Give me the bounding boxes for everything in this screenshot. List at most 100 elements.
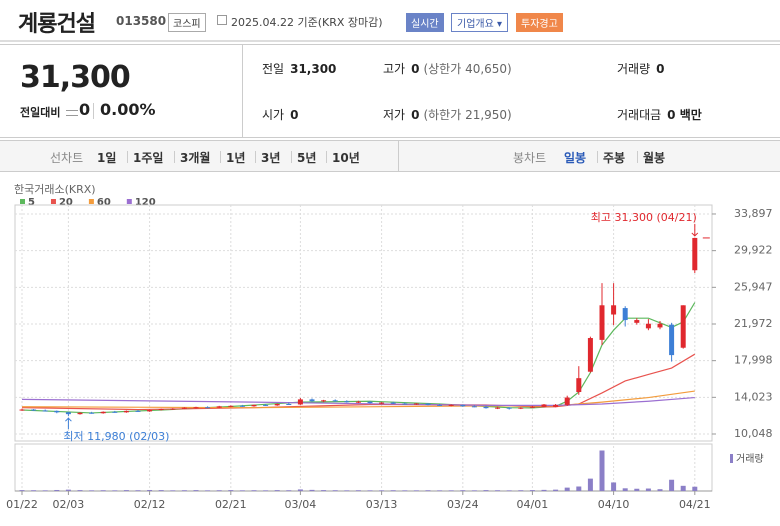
legend-swatch [50,199,56,204]
volume-bar [692,486,698,491]
volume-bar [344,490,350,491]
info-value: 0 [411,62,420,76]
tab-separator [255,151,256,163]
candle-body [239,405,245,407]
candle-body [263,404,269,406]
separator [398,140,399,172]
volume-bar [158,490,164,491]
candle-body [379,402,385,404]
candle-tab[interactable]: 주봉 [603,151,626,165]
realtime-button[interactable]: 실시간 [406,13,444,32]
tab-separator [326,151,327,163]
candle-body [135,410,141,412]
tab-title: 봉차트 [513,151,547,165]
change-rate: 0.00% [100,100,156,119]
candle-body [483,406,489,409]
candle-body [31,409,37,411]
candle-body [158,409,164,411]
legend-swatch [88,199,94,204]
candle-body [286,404,292,406]
candle-body [645,323,651,329]
candle-body [77,412,83,415]
y-tick-label: 29,922 [734,244,773,257]
period-tab[interactable]: 3개월 [180,151,211,165]
candle-body [437,404,443,406]
candle-body [529,406,535,408]
info-sub: (상한가 40,650) [423,62,512,76]
plot-frame [14,204,713,442]
flat-icon [66,110,78,116]
candle-body [460,404,466,407]
volume-bar [100,490,106,491]
tab-bar [0,140,780,172]
volume-bar [413,490,419,491]
volume-bar [680,485,686,491]
volume-bar [518,490,524,491]
period-tab[interactable]: 10년 [332,151,360,165]
volume-bar [228,490,234,491]
info-value: 0 [656,62,665,76]
candle-body [448,404,454,406]
x-tick-label: 03/13 [366,498,398,511]
market-badge: 코스피 [168,13,206,32]
y-tick-label: 25,947 [734,280,773,293]
volume-bar [123,490,129,491]
period-tab[interactable]: 1주일 [133,151,164,165]
legend-label: 60 [97,197,111,208]
x-tick-label: 02/12 [134,498,166,511]
volume-bar [263,490,269,491]
volume-bar [587,478,593,491]
candle-body [228,405,234,407]
candle-body [123,410,129,413]
volume-bar [634,488,640,491]
candle-body [193,407,199,409]
candle-body [471,406,477,408]
volume-bar [657,489,663,491]
company-name: 계룡건설 [18,12,96,37]
volume-bar [448,490,454,491]
volume-bar [437,490,443,491]
info-item: 저가 0 (하한가 21,950) [383,106,512,123]
period-tab[interactable]: 1년 [226,151,246,165]
candle-tab[interactable]: 일봉 [564,151,587,165]
candle-tab[interactable]: 월봉 [643,151,666,165]
volume-bar [297,489,303,491]
volume-bar [54,489,60,491]
company-button[interactable]: 기업개요 ▾ [451,13,508,32]
candle-body [599,305,605,340]
volume-bar [622,488,628,491]
y-tick-label: 21,972 [734,317,773,330]
period-tab[interactable]: 3년 [261,151,281,165]
price: 31,300 [20,60,131,95]
annotation: 최고 31,300 (04/21) [591,211,697,224]
candle-body [402,403,408,405]
info-value: 31,300 [290,62,337,76]
info-label: 저가 [383,108,406,122]
tab-separator [637,151,638,163]
warning-badge: 투자경고 [516,13,563,32]
candle-body [669,324,675,356]
candle-body [89,412,95,414]
candle-body [680,305,686,348]
candle-body [495,407,501,409]
info-item: 전일 31,300 [262,60,336,77]
tab-separator [220,151,221,163]
x-tick-label: 02/03 [53,498,85,511]
volume-bar [483,490,489,491]
legend-swatch [20,199,25,204]
info-sub: (하한가 21,950) [423,108,512,122]
x-tick-label: 03/04 [285,498,317,511]
period-tab[interactable]: 1일 [97,151,117,165]
info-label: 시가 [262,108,285,122]
candle-body [344,401,350,403]
price-box [0,44,243,138]
x-tick-label: 03/24 [447,498,479,511]
period-tab[interactable]: 5년 [297,151,317,165]
info-value: 0 [290,108,299,122]
volume-bar [332,490,338,491]
volume-bar [274,490,280,491]
volume-bar [112,490,118,491]
legend-label: 20 [59,197,73,208]
candle-body [425,403,431,405]
volume-bar [181,490,187,491]
